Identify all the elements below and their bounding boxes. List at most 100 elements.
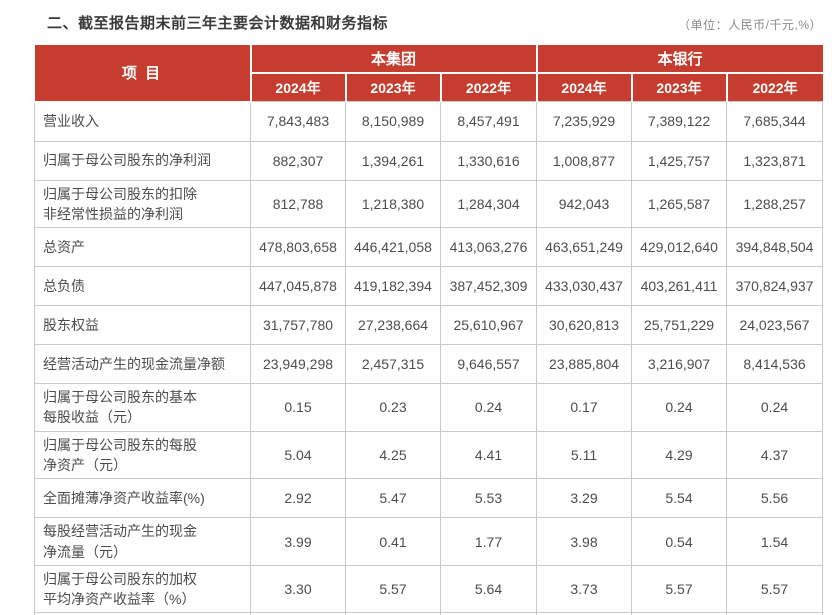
value-cell: 1,008,877 — [536, 140, 632, 181]
item-label-cell: 总负债 — [34, 266, 251, 307]
value-cell: 4.29 — [631, 430, 727, 480]
section-title: 二、截至报告期末前三年主要会计数据和财务指标 — [47, 15, 389, 32]
value-cell: 0.24 — [725, 383, 824, 432]
value-cell: 429,012,640 — [631, 227, 727, 268]
value-cell: 812,788 — [250, 179, 346, 229]
year-header-group-2023: 2023年 — [344, 72, 442, 102]
value-cell: 5.42 — [725, 612, 824, 615]
value-cell: 0.23 — [345, 383, 441, 432]
value-cell: 5.04 — [250, 430, 346, 480]
value-cell: 0.24 — [440, 383, 537, 432]
value-cell: 1,425,757 — [631, 140, 727, 181]
value-cell: 0.17 — [536, 383, 632, 432]
column-header-item: 项 目 — [34, 45, 252, 103]
value-cell: 1,284,304 — [440, 179, 537, 229]
title-row: 二、截至报告期末前三年主要会计数据和财务指标 （单位：人民币/千元,%） — [34, 12, 822, 33]
column-group-consolidated: 本集团 — [249, 45, 538, 74]
table-row: 总资产 478,803,658 446,421,058 413,063,276 463,… — [34, 227, 824, 268]
value-cell: 394,848,504 — [725, 227, 824, 268]
value-cell: 4.25 — [345, 430, 441, 480]
value-cell: 413,063,276 — [440, 227, 537, 268]
table-row: 经营活动产生的现金流量净额 23,949,298 2,457,315 9,646,55… — [34, 344, 824, 385]
value-cell: 882,307 — [250, 140, 346, 181]
value-cell: 2,457,315 — [345, 344, 441, 385]
value-cell: 5.57 — [631, 564, 727, 614]
value-cell: 24,023,567 — [725, 305, 824, 346]
value-cell: 2.92 — [250, 478, 346, 519]
value-cell: 1,394,261 — [345, 140, 441, 181]
value-cell: 0.41 — [345, 517, 441, 566]
unit-note: （单位：人民币/千元,%） — [678, 18, 822, 32]
value-cell: 403,261,411 — [631, 266, 727, 307]
value-cell: 419,182,394 — [345, 266, 441, 307]
value-cell: 5.53 — [440, 478, 537, 519]
year-header-bank-2024: 2024年 — [535, 72, 633, 102]
table-row: 总负债 447,045,878 419,182,394 387,452,309 433,… — [34, 266, 824, 307]
value-cell: 8,414,536 — [725, 344, 824, 385]
value-cell: 7,235,929 — [536, 101, 632, 142]
item-label-cell: 每股经营活动产生的现金 净流量（元） — [34, 517, 251, 566]
item-label-cell: 营业收入 — [34, 101, 251, 142]
value-cell: 7,685,344 — [725, 101, 824, 142]
value-cell: 3.30 — [250, 564, 346, 614]
value-cell: 23,949,298 — [250, 344, 346, 385]
header-year-row: 2024年 2023年 2022年 2024年 2023年 2022年 — [35, 72, 823, 102]
value-cell: 370,824,937 — [725, 266, 824, 307]
table-row: 归属于母公司股东的扣除 非经常性损益的净利润 812,788 1,218,380 1,… — [34, 179, 824, 229]
column-group-bank: 本银行 — [535, 45, 823, 74]
value-cell: 3.98 — [536, 517, 632, 566]
item-label-cell: 归属于母公司股东的基本 每股收益（元） — [34, 383, 251, 432]
item-label-cell: 归属于母公司股东的每股 净资产（元） — [34, 430, 251, 480]
value-cell: 27,238,664 — [345, 305, 441, 346]
value-cell: 5.11 — [536, 430, 632, 480]
table-row: 归属于母公司股东的基本 每股收益（元） 0.15 0.23 0.24 0.17 0.24 0… — [34, 383, 824, 432]
value-cell: 433,030,437 — [536, 266, 632, 307]
item-label-cell: 归属于母公司股东的扣除 非经常性损益的净利润 — [34, 179, 251, 229]
value-cell: 7,389,122 — [631, 101, 727, 142]
value-cell: 3.99 — [250, 517, 346, 566]
value-cell: 5.57 — [725, 564, 824, 614]
value-cell: 1,288,257 — [725, 179, 824, 229]
table-row: 归属于母公司股东的每股 净资产（元） 5.04 4.25 4.41 5.11 4.29 4.… — [34, 430, 824, 480]
item-label-cell: 归属于母公司股东的加权 平均净资产收益率（%） — [34, 564, 251, 614]
item-label-cell: 归属于母公司股东的净利润 — [34, 140, 251, 181]
value-cell: 5.57 — [345, 564, 441, 614]
value-cell: 478,803,658 — [250, 227, 346, 268]
value-cell: 5.54 — [631, 478, 727, 519]
value-cell: 30,620,813 — [536, 305, 632, 346]
value-cell: 3.73 — [536, 564, 632, 614]
value-cell: 9,646,557 — [440, 344, 537, 385]
value-cell: 3.29 — [536, 478, 632, 519]
table-row: 扣除非经常性损益后加权 平均净资产收益率（%）3.045.425.463.485… — [34, 612, 824, 615]
year-header-group-2024: 2024年 — [249, 72, 347, 102]
value-cell: 0.54 — [631, 517, 727, 566]
value-cell: 5.64 — [440, 564, 537, 614]
value-cell: 1.77 — [440, 517, 537, 566]
table-row: 归属于母公司股东的加权 平均净资产收益率（%） 3.30 5.57 5.64 3.73 5… — [34, 564, 824, 614]
value-cell: 5.47 — [345, 478, 441, 519]
value-cell: 7,843,483 — [250, 101, 346, 142]
value-cell: 5.56 — [725, 478, 824, 519]
value-cell: 25,751,229 — [631, 305, 727, 346]
value-cell: 447,045,878 — [250, 266, 346, 307]
value-cell: 463,651,249 — [536, 227, 632, 268]
item-label-cell: 全面摊薄净资产收益率(%) — [34, 478, 251, 519]
value-cell: 1,330,616 — [440, 140, 537, 181]
item-label-cell: 经营活动产生的现金流量净额 — [34, 344, 251, 385]
value-cell: 4.41 — [440, 430, 537, 480]
value-cell: 0.24 — [631, 383, 727, 432]
table-row: 归属于母公司股东的净利润 882,307 1,394,261 1,330,616 1,0… — [34, 140, 824, 181]
table-row: 每股经营活动产生的现金 净流量（元） 3.99 0.41 1.77 3.98 0.54 1.… — [34, 517, 824, 566]
financial-indicators-table: 项 目 本集团 本银行 2024年 2023年 2022年 2024年 2023… — [34, 45, 824, 615]
table-row: 营业收入 7,843,483 8,150,989 8,457,491 7,235,929… — [34, 101, 824, 142]
table-body: 营业收入 7,843,483 8,150,989 8,457,491 7,235,929… — [34, 101, 824, 615]
value-cell: 1,218,380 — [345, 179, 441, 229]
value-cell: 1.54 — [725, 517, 824, 566]
value-cell: 23,885,804 — [536, 344, 632, 385]
value-cell: 8,150,989 — [345, 101, 441, 142]
value-cell: 942,043 — [536, 179, 632, 229]
value-cell: 31,757,780 — [250, 305, 346, 346]
value-cell: 25,610,967 — [440, 305, 537, 346]
item-label-cell: 总资产 — [34, 227, 251, 268]
